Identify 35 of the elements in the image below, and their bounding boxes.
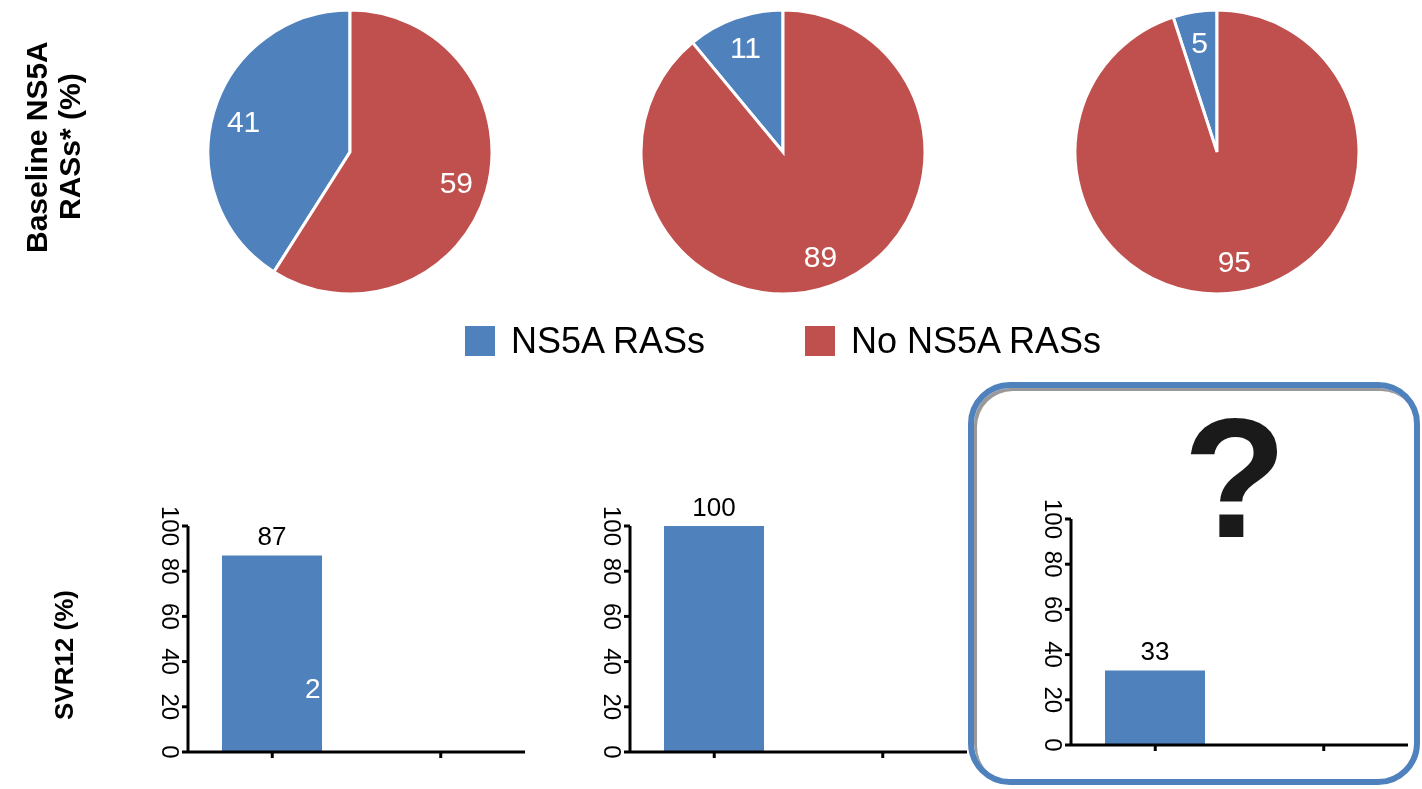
y-tick-label: 80 bbox=[157, 557, 184, 585]
pie-slice bbox=[1073, 8, 1361, 296]
legend-label: No NS5A RASs bbox=[850, 320, 1102, 362]
y-tick-label: 100 bbox=[1040, 498, 1067, 540]
data-label: 100 bbox=[692, 492, 736, 522]
y-tick-label: 20 bbox=[1040, 686, 1067, 714]
y-tick-label: 60 bbox=[157, 603, 184, 630]
data-label: 11 bbox=[729, 31, 762, 65]
pie-slice bbox=[639, 8, 927, 296]
y-tick-label: 100 bbox=[157, 505, 184, 547]
y-tick-label: 60 bbox=[1040, 596, 1067, 623]
data-label: 87 bbox=[257, 521, 287, 552]
y-tick-label: 100 bbox=[599, 505, 626, 547]
annotation: ? bbox=[1183, 383, 1287, 573]
data-label: 89 bbox=[803, 239, 838, 273]
y-tick-label: 0 bbox=[599, 745, 626, 759]
legend-label: NS5A RASs bbox=[510, 320, 705, 362]
data-label: 59 bbox=[439, 166, 474, 200]
y-tick-label: 40 bbox=[599, 648, 626, 675]
y-tick-label: 80 bbox=[1040, 550, 1067, 578]
y-tick-label: 40 bbox=[1040, 641, 1067, 668]
text: Baseline NS5A RASs* (%) bbox=[20, 40, 86, 255]
annotation: 2 bbox=[305, 673, 321, 704]
y-tick-label: 80 bbox=[599, 557, 626, 585]
y-tick-label: 20 bbox=[157, 693, 184, 721]
y-tick-label: 0 bbox=[157, 745, 184, 759]
y-tick-label: 0 bbox=[1040, 738, 1067, 752]
data-label: 33 bbox=[1140, 636, 1170, 667]
y-axis-title: SVR12 (%) bbox=[49, 590, 79, 721]
y-tick-label: 60 bbox=[599, 603, 626, 630]
data-label: 5 bbox=[1191, 26, 1209, 60]
y-tick-label: 20 bbox=[599, 693, 626, 721]
y-tick-label: 40 bbox=[157, 648, 184, 675]
data-label: 95 bbox=[1217, 244, 1252, 278]
data-label: 41 bbox=[226, 104, 261, 138]
